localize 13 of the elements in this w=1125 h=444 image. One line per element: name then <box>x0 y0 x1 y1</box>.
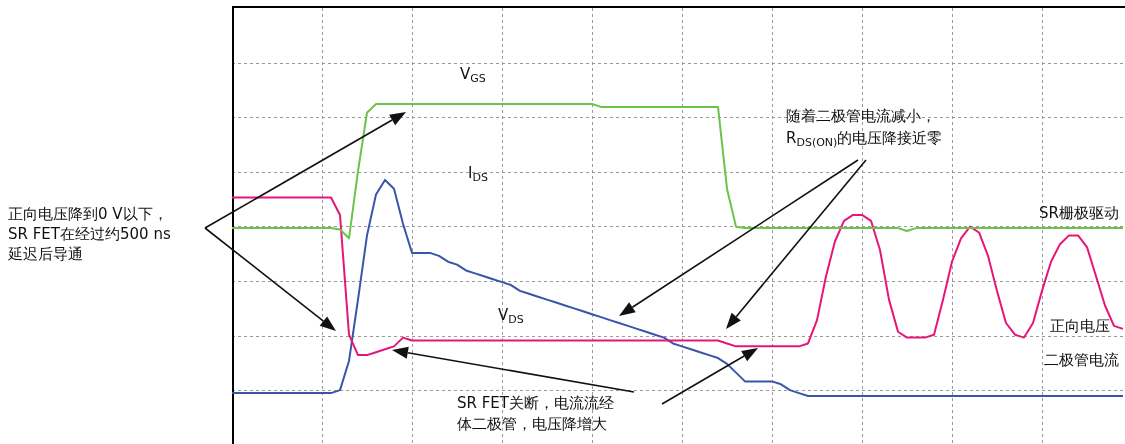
text: 体二极管，电压降增大 <box>457 414 607 434</box>
text: SR FET在经过约500 ns <box>8 224 171 244</box>
annotation: V$_{DS}$ <box>498 305 524 326</box>
annotation: I$_{DS}$ <box>468 163 488 184</box>
annotation: 随着二极管电流减小， <box>786 106 936 126</box>
text: 延迟后导通 <box>8 244 83 264</box>
series-label: SR栅极驱动 <box>1039 203 1119 223</box>
text: V$_{GS}$ <box>460 64 486 85</box>
annotation: R$_{DS(ON)}$的电压降接近零 <box>786 128 943 149</box>
series-label: 正向电压 <box>1050 316 1110 336</box>
annotation: SR FET关断，电流流经 <box>457 393 614 413</box>
text: 正向电压降到0 V以下， <box>8 204 168 224</box>
series-label: 二极管电流 <box>1044 350 1119 370</box>
